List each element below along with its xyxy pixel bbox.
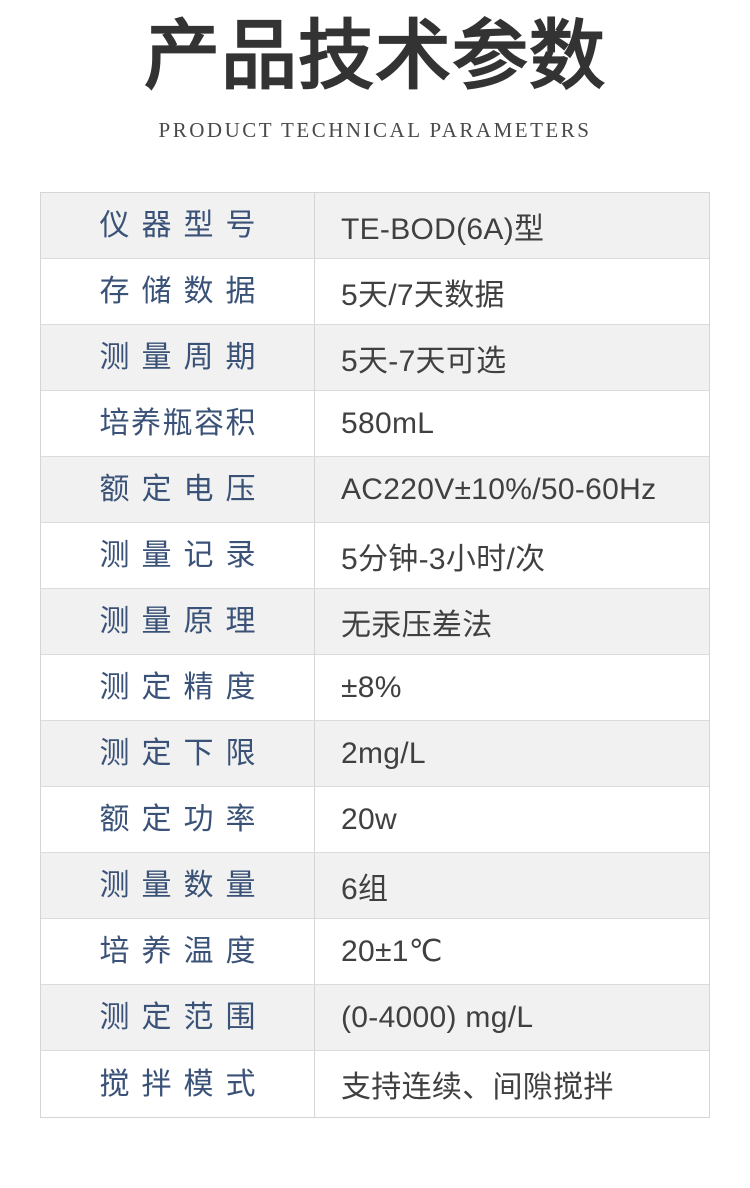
param-label-text: 测量周期 <box>99 341 256 374</box>
param-value: TE-BOD(6A)型 <box>341 212 545 246</box>
param-label: 测量周期 <box>41 325 315 390</box>
param-value: 2mg/L <box>341 736 426 770</box>
table-row: 测定下限 2mg/L <box>41 721 709 787</box>
table-row: 仪器型号 TE-BOD(6A)型 <box>41 193 709 259</box>
param-label: 测定精度 <box>41 655 315 720</box>
table-row: 额定电压 AC220V±10%/50-60Hz <box>41 457 709 523</box>
param-value: 20w <box>341 802 397 836</box>
param-label: 仪器型号 <box>41 193 315 258</box>
table-row: 搅拌模式 支持连续、间隙搅拌 <box>41 1051 709 1117</box>
param-label-text: 搅拌模式 <box>99 1067 256 1101</box>
param-label-text: 测定精度 <box>99 671 256 704</box>
page-title: 产品技术参数 <box>144 14 606 99</box>
table-row: 测量记录 5分钟-3小时/次 <box>41 523 709 589</box>
param-label-text: 测量记录 <box>99 539 256 572</box>
page-header: 产品技术参数 PRODUCT TECHNICAL PARAMETERS <box>0 0 750 143</box>
param-label-text: 仪器型号 <box>99 209 256 242</box>
table-row: 存储数据 5天/7天数据 <box>41 259 709 325</box>
table-row: 培养温度 20±1℃ <box>41 919 709 985</box>
table-row: 测定精度 ±8% <box>41 655 709 721</box>
param-value: 5天-7天可选 <box>341 344 507 378</box>
table-row: 培养瓶容积 580mL <box>41 391 709 457</box>
param-label: 测定下限 <box>41 721 315 786</box>
param-value: 5分钟-3小时/次 <box>341 542 546 576</box>
param-value: 20±1℃ <box>341 935 443 968</box>
param-label: 培养温度 <box>41 919 315 984</box>
param-label-text: 存储数据 <box>99 275 256 308</box>
param-value: 无汞压差法 <box>341 608 493 642</box>
param-label-text: 测量数量 <box>99 869 256 902</box>
param-value: 支持连续、间隙搅拌 <box>341 1071 614 1104</box>
param-label: 测量记录 <box>41 523 315 588</box>
param-label: 搅拌模式 <box>41 1051 315 1117</box>
param-label-text: 额定功率 <box>99 803 256 836</box>
param-value: (0-4000) mg/L <box>341 1000 534 1034</box>
table-row: 测量数量 6组 <box>41 853 709 919</box>
param-label: 测量数量 <box>41 853 315 918</box>
table-row: 测量周期 5天-7天可选 <box>41 325 709 391</box>
param-label: 存储数据 <box>41 259 315 324</box>
param-label-text: 额定电压 <box>99 473 256 506</box>
param-label-text: 测定下限 <box>99 737 256 770</box>
parameters-table: 仪器型号 TE-BOD(6A)型 存储数据 5天/7天数据 测量周期 5天-7天… <box>40 192 710 1118</box>
param-label: 测量原理 <box>41 589 315 654</box>
param-label: 培养瓶容积 <box>41 391 315 456</box>
param-label: 测定范围 <box>41 985 315 1050</box>
param-label-text: 测定范围 <box>99 1001 256 1034</box>
param-label-text: 培养温度 <box>99 935 256 968</box>
param-label: 额定电压 <box>41 457 315 522</box>
table-row: 测量原理 无汞压差法 <box>41 589 709 655</box>
param-value: 5天/7天数据 <box>341 278 505 312</box>
param-value: ±8% <box>341 670 402 704</box>
param-value: 6组 <box>341 872 389 906</box>
param-label-text: 培养瓶容积 <box>99 407 256 440</box>
param-value: AC220V±10%/50-60Hz <box>341 472 657 506</box>
page-subtitle: PRODUCT TECHNICAL PARAMETERS <box>158 117 592 142</box>
param-label-text: 测量原理 <box>99 605 256 638</box>
param-value: 580mL <box>341 406 435 440</box>
param-label: 额定功率 <box>41 787 315 852</box>
table-row: 测定范围 (0-4000) mg/L <box>41 985 709 1051</box>
table-row: 额定功率 20w <box>41 787 709 853</box>
